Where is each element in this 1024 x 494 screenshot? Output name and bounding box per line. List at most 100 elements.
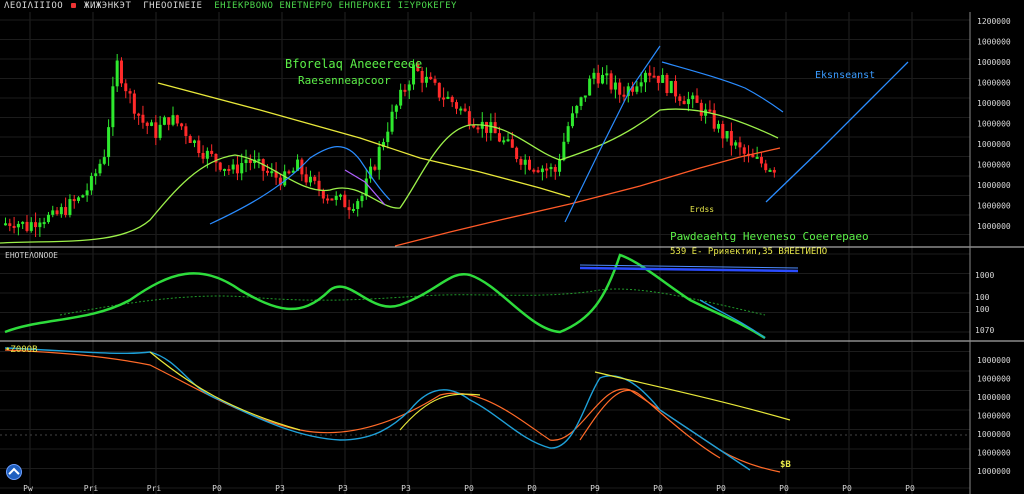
candle-body — [570, 113, 574, 127]
candle-body — [588, 78, 592, 96]
candle-body — [373, 166, 377, 170]
candle-body — [107, 127, 111, 158]
candle-body — [180, 123, 184, 127]
candle-body — [596, 72, 600, 84]
date-tick-label: Pw — [23, 484, 33, 493]
candle-body — [661, 74, 665, 83]
candle-body — [656, 75, 660, 83]
candle-body — [424, 76, 428, 83]
candle-body — [510, 139, 514, 148]
candle-body — [72, 199, 76, 202]
candle-body — [257, 159, 261, 162]
candle-body — [158, 124, 162, 138]
candle-body — [390, 111, 394, 132]
candle-body — [416, 64, 420, 71]
candle-body — [716, 123, 720, 129]
date-tick-label: P0 — [464, 484, 474, 493]
candle-body — [381, 142, 385, 148]
candle-body — [386, 131, 390, 143]
candle-body — [25, 221, 29, 231]
candle-body — [674, 81, 678, 97]
header-item: ΓΗΕΟΟΙΝΕΙΕ — [143, 1, 203, 11]
candle-body — [317, 180, 321, 191]
candle-body — [618, 82, 622, 95]
candle-body — [240, 163, 244, 174]
rsi-tick-label: 1000000 — [977, 356, 1011, 365]
candle-body — [369, 166, 373, 179]
candle-body — [351, 208, 355, 211]
candle-body — [231, 164, 235, 170]
candle-body — [497, 133, 501, 142]
candle-body — [558, 160, 562, 172]
annotation-title-2: Raesenneapcoor — [298, 74, 391, 87]
price-tick-label: 1000000 — [977, 222, 1011, 231]
rsi-tick-label: 1000000 — [977, 430, 1011, 439]
candle-body — [274, 171, 278, 178]
rsi-yellow-line — [149, 351, 791, 431]
candle-body — [708, 109, 712, 112]
candle-body — [592, 72, 596, 79]
candle-body — [326, 198, 330, 201]
candle-body — [184, 126, 188, 136]
candle-body — [167, 117, 171, 125]
candle-body — [394, 105, 398, 112]
candle-body — [648, 72, 652, 76]
rsi-axis: 1000000 1000000 1000000 1000000 1000000 10000… — [977, 356, 1011, 476]
rsi-orange-short — [579, 389, 721, 459]
candle-body — [145, 122, 149, 126]
rsi-tick-label: 1000000 — [977, 412, 1011, 421]
candle-body — [601, 74, 605, 84]
candle-body — [420, 70, 424, 83]
candle-body — [506, 139, 510, 142]
candle-body — [699, 102, 703, 116]
candle-body — [4, 223, 8, 226]
rsi-tick-label: 1000000 — [977, 393, 1011, 402]
candle-body — [532, 169, 536, 172]
candle-body — [721, 123, 725, 139]
candle-body — [377, 147, 381, 170]
price-tick-label: 1000000 — [977, 38, 1011, 47]
candle-body — [119, 60, 123, 84]
candle-body — [291, 170, 295, 173]
candle-body — [764, 163, 768, 171]
candle-body — [205, 150, 209, 159]
candle-body — [330, 198, 334, 201]
candle-body — [635, 86, 639, 92]
candle-body — [313, 176, 317, 181]
annotation-blue: Eksnseanst — [815, 70, 875, 81]
candle-body — [188, 135, 192, 143]
rsi-value-badge: $Β — [780, 460, 791, 470]
date-tick-label: P0 — [527, 484, 537, 493]
grid — [0, 12, 970, 494]
candle-body — [575, 105, 579, 114]
candle-body — [454, 102, 458, 109]
macd-tick-label: 100 — [975, 305, 990, 314]
date-tick-label: P0 — [653, 484, 663, 493]
candle-body — [360, 195, 364, 202]
trend-line-blue — [564, 45, 661, 223]
candle-body — [132, 93, 136, 114]
chart-header: ΛΕΟΙΛΙΙΙΟΟ ЖИЖЭНКЭТ ΓΗΕΟΟΙΝΕΙΕ ΕΗΙΕΚΡΒΟΝ… — [4, 1, 457, 11]
candle-body — [218, 162, 222, 170]
candle-body — [115, 60, 119, 87]
date-tick-label: P3 — [275, 484, 285, 493]
candle-body — [68, 199, 72, 215]
price-tick-label: 1200000 — [977, 17, 1011, 26]
candle-body — [364, 178, 368, 196]
candle-body — [562, 141, 566, 161]
candle-body — [549, 167, 553, 170]
ma-orange-line — [394, 147, 781, 247]
app-logo-icon[interactable] — [6, 464, 22, 480]
candle-body — [42, 222, 46, 225]
header-item: ΕΗΠΕΡΟΚΕΙ — [338, 1, 392, 11]
candle-body — [150, 122, 154, 126]
header-item: ΛΕΟΙΛΙΙΙΟΟ — [4, 1, 64, 11]
candle-body — [467, 111, 471, 125]
header-item: ΕΗΙΕΚΡΒΟΝΟ — [214, 1, 274, 11]
candle-body — [16, 223, 20, 228]
macd-tick-label: 1000 — [975, 271, 994, 280]
candle-body — [609, 73, 613, 90]
candle-body — [201, 153, 205, 159]
candle-body — [175, 115, 179, 124]
